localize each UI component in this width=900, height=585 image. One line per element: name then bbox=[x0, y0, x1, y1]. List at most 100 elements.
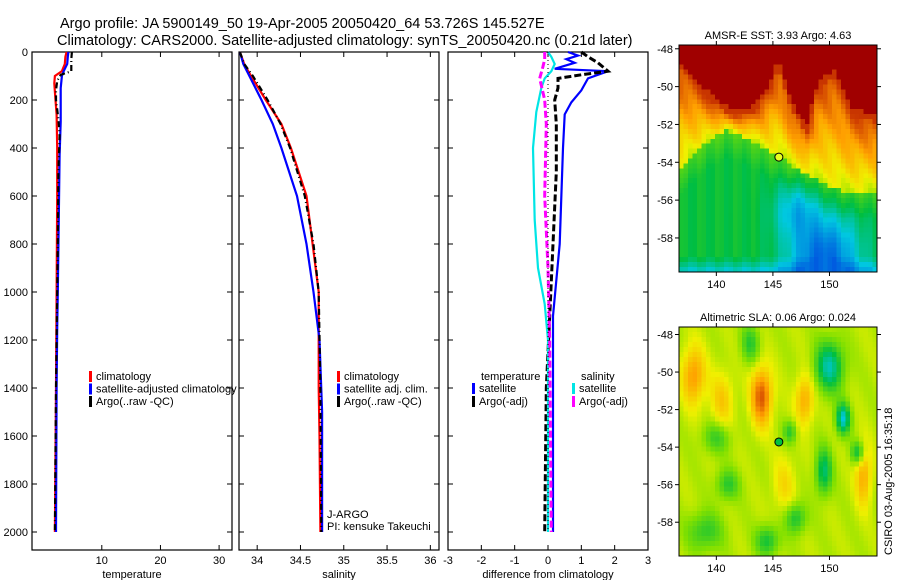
map-cell bbox=[706, 431, 712, 438]
map-cell bbox=[778, 212, 784, 219]
map-cell bbox=[697, 331, 703, 338]
map-cell bbox=[733, 119, 739, 125]
map-cell bbox=[751, 371, 757, 378]
map-cell bbox=[710, 104, 716, 110]
map-cell bbox=[751, 466, 757, 472]
map-cell bbox=[728, 351, 734, 358]
map-cell bbox=[724, 183, 730, 189]
map-cell bbox=[760, 69, 766, 76]
map-cell bbox=[724, 59, 730, 66]
map-cell bbox=[751, 406, 757, 413]
map-cell bbox=[715, 391, 721, 398]
map-cell bbox=[791, 237, 797, 243]
map-cell bbox=[787, 496, 793, 502]
map-cell bbox=[719, 471, 725, 477]
map-cell bbox=[715, 446, 721, 453]
map-cell bbox=[787, 247, 793, 253]
map-cell bbox=[764, 202, 770, 209]
map-cell bbox=[769, 133, 775, 140]
map-cell bbox=[764, 536, 770, 542]
map-cell bbox=[782, 356, 788, 363]
map-cell bbox=[769, 153, 775, 160]
map-cell bbox=[778, 327, 784, 333]
map-cell bbox=[688, 376, 694, 383]
map-cell bbox=[814, 416, 820, 423]
map-cell bbox=[679, 486, 685, 492]
map-cell bbox=[782, 496, 788, 502]
map-cell bbox=[787, 123, 793, 130]
plot-frame bbox=[31, 51, 233, 551]
map-cell bbox=[778, 242, 784, 248]
map-cell bbox=[791, 426, 797, 433]
map-cell bbox=[827, 361, 833, 368]
map-cell bbox=[863, 252, 869, 258]
map-cell bbox=[845, 153, 851, 160]
map-cell bbox=[724, 327, 730, 333]
map-cell bbox=[778, 193, 784, 199]
map-cell bbox=[800, 262, 806, 268]
map-cell bbox=[800, 346, 806, 353]
map-cell bbox=[778, 99, 784, 105]
map-cell bbox=[737, 466, 743, 472]
map-cell bbox=[791, 99, 797, 105]
map-cell bbox=[868, 262, 874, 268]
map-cell bbox=[697, 501, 703, 507]
map-cell bbox=[845, 123, 851, 130]
map-cell bbox=[706, 207, 712, 214]
map-cell bbox=[688, 188, 694, 194]
map-cell bbox=[818, 511, 824, 517]
map-cell bbox=[778, 386, 784, 393]
map-cell bbox=[701, 327, 707, 333]
map-cell bbox=[782, 456, 788, 463]
map-cell bbox=[692, 247, 698, 253]
map-cell bbox=[787, 69, 793, 76]
map-cell bbox=[854, 546, 860, 552]
map-cell bbox=[872, 521, 878, 527]
map-cell bbox=[872, 446, 878, 453]
map-cell bbox=[692, 481, 698, 487]
map-cell bbox=[746, 237, 752, 243]
map-cell bbox=[733, 551, 739, 557]
map-cell bbox=[827, 401, 833, 408]
map-cell bbox=[872, 123, 878, 130]
map-cell bbox=[706, 461, 712, 467]
map-cell bbox=[710, 49, 716, 56]
map-cell bbox=[692, 212, 698, 219]
map-cell bbox=[746, 242, 752, 248]
map-cell bbox=[814, 376, 820, 383]
map-cell bbox=[854, 356, 860, 363]
map-cell bbox=[746, 386, 752, 393]
map-cell bbox=[746, 521, 752, 527]
map-cell bbox=[719, 45, 725, 51]
map-cell bbox=[692, 262, 698, 268]
map-cell bbox=[769, 476, 775, 482]
map-cell bbox=[733, 456, 739, 463]
map-cell bbox=[746, 446, 752, 453]
map-cell bbox=[737, 351, 743, 358]
map-cell bbox=[701, 416, 707, 423]
map-cell bbox=[746, 207, 752, 214]
map-cell bbox=[836, 391, 842, 398]
map-cell bbox=[850, 336, 856, 343]
map-cell bbox=[791, 351, 797, 358]
map-cell bbox=[733, 331, 739, 338]
map-cell bbox=[710, 551, 716, 557]
map-cell bbox=[787, 446, 793, 453]
map-cell bbox=[805, 183, 811, 189]
map-cell bbox=[737, 366, 743, 373]
map-cell bbox=[679, 69, 685, 76]
map-cell bbox=[697, 178, 703, 184]
map-cell bbox=[854, 222, 860, 229]
map-cell bbox=[850, 193, 856, 199]
map-cell bbox=[809, 361, 815, 368]
map-cell bbox=[787, 193, 793, 199]
map-cell bbox=[836, 351, 842, 358]
map-cell bbox=[715, 466, 721, 472]
map-cell bbox=[823, 466, 829, 472]
map-cell bbox=[818, 496, 824, 502]
map-cell bbox=[800, 119, 806, 125]
map-cell bbox=[706, 232, 712, 239]
map-cell bbox=[827, 242, 833, 248]
map-cell bbox=[742, 59, 748, 66]
map-cell bbox=[782, 476, 788, 482]
